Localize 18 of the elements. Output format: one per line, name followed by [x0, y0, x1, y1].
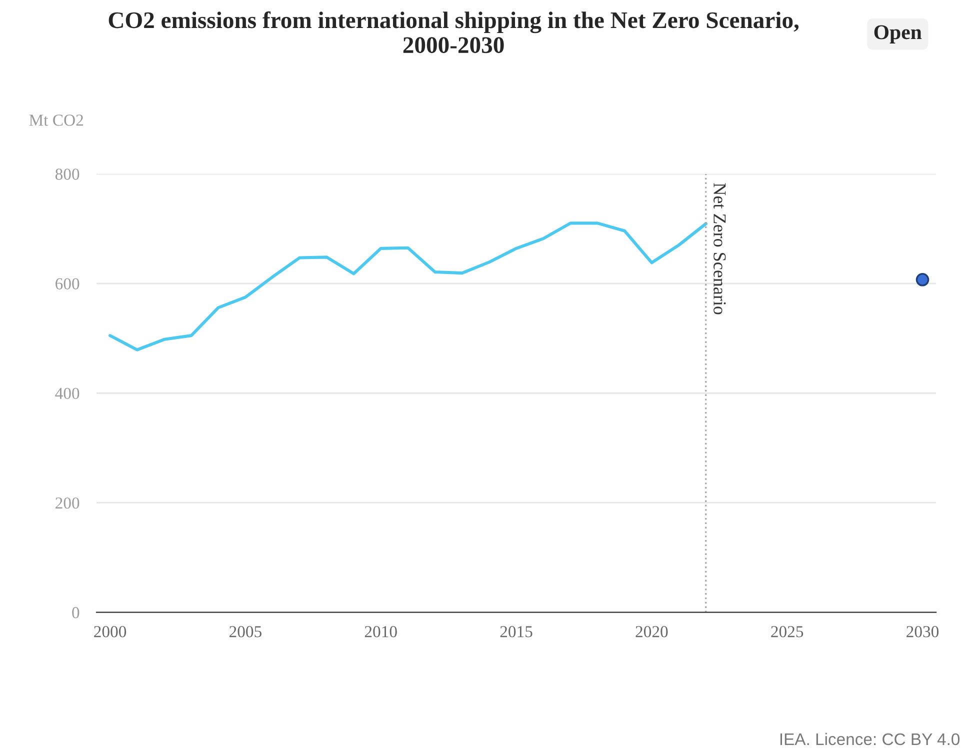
y-tick-label: 0: [72, 607, 80, 618]
x-tick-label: 2025: [771, 626, 804, 638]
x-tick-label: 2015: [500, 626, 532, 638]
x-tick-label: 2030: [906, 626, 939, 638]
x-tick-label: 2000: [94, 626, 126, 638]
y-tick-label: 800: [55, 168, 80, 180]
ref-line-label: Net Zero Scenario: [714, 183, 726, 314]
text: IEA. Licence: CC BY 4.0: [780, 732, 960, 746]
text: Open: [874, 25, 922, 44]
x-tick-label: 2020: [636, 626, 668, 638]
y-tick-label: 400: [55, 388, 80, 400]
y-axis-title: Mt CO2: [29, 114, 83, 126]
chart-title: CO2 emissions from international shipping in the Net Zero Scenario, 2000-2030: [108, 11, 799, 54]
y-tick-label: 600: [56, 278, 80, 290]
x-tick-label: 2005: [230, 626, 262, 638]
line-series: [108, 222, 708, 352]
y-tick-label: 200: [56, 497, 80, 509]
x-tick-label: 2010: [364, 626, 397, 638]
